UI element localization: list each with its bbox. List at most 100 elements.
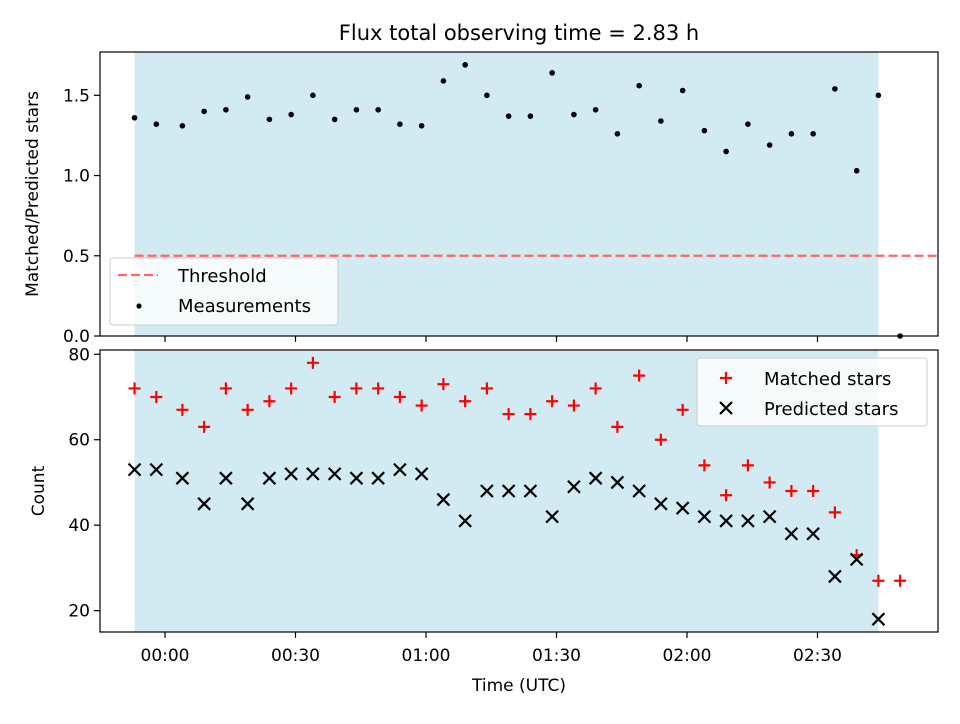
predicted-star-point bbox=[871, 612, 886, 626]
measurement-point bbox=[418, 123, 425, 129]
measurement-point bbox=[201, 108, 207, 115]
predicted-star-point bbox=[240, 497, 255, 511]
matched-star-point bbox=[393, 391, 406, 403]
predicted-star-point bbox=[371, 471, 385, 485]
measurement-point bbox=[505, 113, 512, 119]
measurement-point bbox=[679, 87, 686, 94]
measurement-point bbox=[397, 121, 403, 128]
predicted-star-point bbox=[262, 471, 277, 485]
matched-star-point bbox=[480, 382, 493, 395]
measurement-point bbox=[484, 92, 490, 99]
matched-star-point bbox=[567, 399, 580, 412]
matched-star-point bbox=[128, 382, 141, 395]
matched-star-point bbox=[350, 382, 363, 395]
predicted-star-point bbox=[675, 501, 690, 515]
measurement-point bbox=[636, 82, 642, 89]
predicted-star-point bbox=[306, 467, 320, 481]
predicted-star-point bbox=[828, 569, 842, 584]
matched-star-point bbox=[698, 459, 711, 472]
predicted-star-point bbox=[849, 552, 864, 567]
predicted-star-point bbox=[762, 509, 777, 524]
matched-star-point bbox=[150, 391, 163, 403]
legend-measurements-label: Measurements bbox=[178, 296, 311, 317]
measurement-point bbox=[766, 142, 773, 148]
bottom-axes-frame bbox=[99, 349, 939, 633]
measurement-point bbox=[592, 106, 599, 113]
matched-star-point bbox=[741, 459, 754, 472]
matched-star-point bbox=[720, 489, 733, 502]
matched-star-point bbox=[502, 408, 515, 421]
matched-star-point bbox=[285, 382, 298, 395]
legend-matched-label: Matched stars bbox=[764, 369, 891, 390]
x-tick-label: 01:30 bbox=[532, 646, 581, 666]
matched-star-point bbox=[241, 403, 254, 416]
top-axes-frame bbox=[99, 51, 939, 337]
measurement-point bbox=[131, 114, 138, 121]
chart-title: Flux total observing time = 2.83 h bbox=[339, 21, 699, 45]
predicted-star-point bbox=[784, 526, 799, 541]
matched-star-point bbox=[894, 574, 907, 587]
bottom-y-tick-label: 60 bbox=[68, 431, 90, 451]
x-tick-label: 00:00 bbox=[141, 646, 190, 666]
measurement-point bbox=[310, 92, 316, 99]
matched-star-point bbox=[828, 506, 841, 519]
matched-star-point bbox=[459, 395, 472, 408]
x-tick-label: 02:00 bbox=[663, 646, 712, 666]
legend-measurements-swatch bbox=[136, 303, 142, 309]
predicted-star-point bbox=[175, 471, 190, 485]
measurement-point bbox=[810, 131, 816, 137]
predicted-star-point bbox=[588, 471, 603, 485]
measurement-point bbox=[614, 131, 621, 137]
top-y-axis-label: Matched/Predicted stars bbox=[23, 91, 43, 297]
predicted-star-point bbox=[149, 462, 164, 477]
predicted-star-point bbox=[806, 526, 820, 541]
measurement-point bbox=[353, 106, 360, 113]
predicted-star-point bbox=[393, 462, 407, 477]
predicted-star-point bbox=[284, 467, 298, 481]
predicted-star-point bbox=[414, 467, 429, 481]
measurement-point bbox=[745, 121, 751, 128]
predicted-star-point bbox=[458, 514, 472, 528]
predicted-star-point bbox=[480, 484, 494, 498]
predicted-star-point bbox=[610, 475, 625, 490]
measurement-point bbox=[571, 111, 577, 118]
matched-star-point bbox=[524, 408, 537, 421]
predicted-star-point bbox=[523, 484, 538, 498]
bottom-legend-box bbox=[696, 357, 928, 427]
top-y-tick-label: 1.5 bbox=[63, 86, 90, 106]
legend-matched-swatch bbox=[720, 372, 732, 384]
predicted-star-point bbox=[436, 492, 451, 507]
measurement-point bbox=[266, 116, 273, 123]
matched-star-point bbox=[654, 433, 667, 446]
measurement-point bbox=[853, 167, 860, 174]
x-tick-label: 00:30 bbox=[271, 646, 320, 666]
bottom-y-tick-label: 40 bbox=[68, 516, 90, 536]
predicted-star-point bbox=[219, 471, 233, 485]
bottom-y-tick-label: 20 bbox=[68, 602, 90, 622]
top-y-tick-label: 0.0 bbox=[63, 327, 90, 347]
measurement-point bbox=[153, 121, 160, 128]
measurement-point bbox=[462, 62, 468, 68]
matched-star-point bbox=[176, 403, 189, 416]
matched-star-point bbox=[546, 395, 559, 408]
matched-star-point bbox=[306, 356, 319, 369]
top-legend: Threshold Measurements bbox=[109, 257, 339, 326]
measurement-point bbox=[701, 127, 708, 134]
top-y-tick-label: 1.0 bbox=[63, 167, 90, 187]
legend-predicted-label: Predicted stars bbox=[764, 399, 898, 420]
predicted-star-point bbox=[741, 514, 755, 528]
measurement-point bbox=[288, 111, 294, 118]
measurement-point bbox=[832, 86, 838, 92]
matched-star-point bbox=[263, 395, 276, 408]
predicted-star-point bbox=[349, 471, 364, 485]
predicted-star-point bbox=[632, 484, 646, 498]
legend-predicted-swatch bbox=[719, 401, 733, 415]
measurement-point bbox=[723, 148, 729, 155]
measurement-point bbox=[527, 113, 534, 119]
measurement-point bbox=[658, 118, 664, 124]
matched-star-point bbox=[198, 420, 211, 433]
matched-star-point bbox=[611, 420, 624, 433]
predicted-star-point bbox=[501, 484, 516, 498]
